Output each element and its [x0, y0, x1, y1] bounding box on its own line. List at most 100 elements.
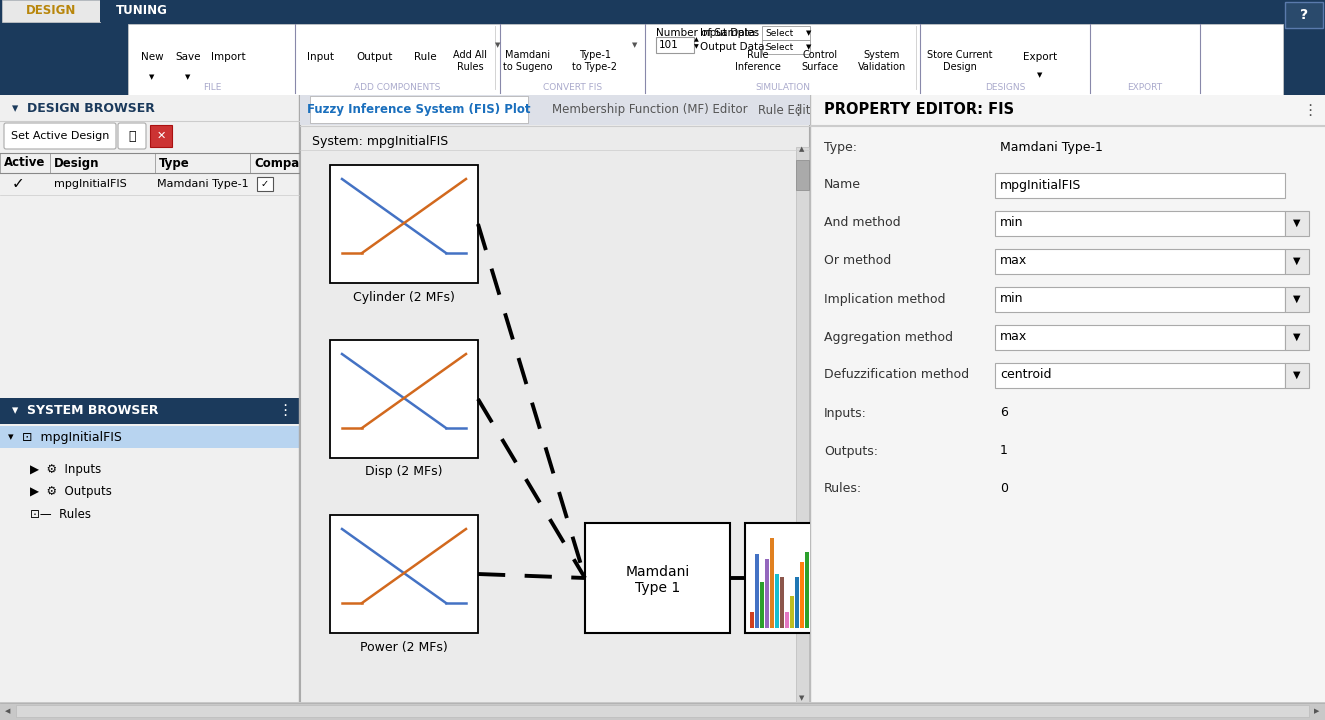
Text: System
Validation: System Validation [857, 50, 906, 72]
FancyBboxPatch shape [586, 523, 730, 633]
Text: ⋮: ⋮ [1302, 102, 1317, 117]
Text: Mamdani Type-1: Mamdani Type-1 [156, 179, 249, 189]
Text: max: max [1000, 254, 1027, 268]
Text: Mamdani Type-1: Mamdani Type-1 [1000, 140, 1102, 153]
FancyBboxPatch shape [790, 596, 794, 628]
FancyBboxPatch shape [16, 705, 1309, 717]
Text: min: min [1000, 217, 1023, 230]
FancyBboxPatch shape [3, 0, 99, 22]
Text: Input Data:: Input Data: [700, 28, 759, 38]
FancyBboxPatch shape [770, 538, 774, 628]
Text: ▼: ▼ [1293, 370, 1301, 380]
Text: Rules:: Rules: [824, 482, 863, 495]
Text: ▼: ▼ [807, 44, 812, 50]
Text: Set Active Design: Set Active Design [11, 131, 109, 141]
FancyBboxPatch shape [745, 523, 845, 633]
FancyBboxPatch shape [299, 95, 810, 125]
FancyBboxPatch shape [829, 600, 835, 628]
Text: Compare: Compare [254, 156, 313, 169]
Text: ▲: ▲ [799, 146, 804, 152]
FancyBboxPatch shape [810, 95, 1325, 125]
Text: System: mpgInitialFIS: System: mpgInitialFIS [311, 135, 448, 148]
FancyBboxPatch shape [1285, 363, 1309, 388]
FancyBboxPatch shape [4, 123, 117, 149]
Text: ✓: ✓ [12, 176, 24, 192]
Text: ▼: ▼ [1037, 72, 1043, 78]
Text: ▼: ▼ [799, 695, 804, 701]
FancyBboxPatch shape [1285, 211, 1309, 236]
Text: min: min [1000, 292, 1023, 305]
Text: Type: Type [159, 156, 189, 169]
Text: ▾: ▾ [8, 432, 13, 442]
FancyBboxPatch shape [795, 577, 799, 628]
Text: ◀: ◀ [5, 708, 11, 714]
Text: 0: 0 [1000, 482, 1008, 495]
FancyBboxPatch shape [656, 37, 694, 53]
FancyBboxPatch shape [330, 515, 478, 633]
FancyBboxPatch shape [820, 595, 824, 628]
Text: Fuzzy Inference System (FIS) Plot: Fuzzy Inference System (FIS) Plot [307, 104, 531, 117]
Text: And method: And method [824, 217, 901, 230]
Text: mpgInitialFIS: mpgInitialFIS [1000, 179, 1081, 192]
Text: SIMULATION: SIMULATION [755, 83, 810, 91]
Text: ⧉: ⧉ [129, 130, 135, 143]
FancyBboxPatch shape [784, 612, 790, 628]
FancyBboxPatch shape [796, 160, 810, 190]
FancyBboxPatch shape [299, 704, 796, 720]
Text: DESIGN: DESIGN [25, 4, 76, 17]
FancyBboxPatch shape [1285, 249, 1309, 274]
FancyBboxPatch shape [129, 24, 1283, 95]
Text: Output Data:: Output Data: [700, 42, 768, 52]
FancyBboxPatch shape [0, 702, 1325, 720]
Text: Defuzzification method: Defuzzification method [824, 369, 969, 382]
Text: Outputs:: Outputs: [824, 444, 878, 457]
Text: Input: Input [306, 52, 334, 62]
Text: ▼: ▼ [1293, 218, 1301, 228]
Text: Mamdani
to Sugeno: Mamdani to Sugeno [504, 50, 553, 72]
FancyBboxPatch shape [310, 96, 527, 123]
FancyBboxPatch shape [257, 177, 273, 191]
Text: Disp (2 MFs): Disp (2 MFs) [366, 466, 443, 479]
Text: Power (2 MFs): Power (2 MFs) [360, 641, 448, 654]
Text: ▼: ▼ [1293, 294, 1301, 304]
FancyBboxPatch shape [796, 147, 810, 702]
FancyBboxPatch shape [995, 325, 1285, 350]
FancyBboxPatch shape [835, 581, 839, 628]
Text: Select: Select [765, 42, 794, 52]
Text: ⋮: ⋮ [791, 102, 806, 117]
FancyBboxPatch shape [995, 249, 1285, 274]
Text: ⊡  mpgInitialFIS: ⊡ mpgInitialFIS [23, 431, 122, 444]
Text: ?: ? [1300, 8, 1308, 22]
FancyBboxPatch shape [810, 587, 814, 628]
FancyBboxPatch shape [995, 363, 1285, 388]
FancyBboxPatch shape [800, 562, 804, 628]
Text: ▼: ▼ [1293, 256, 1301, 266]
Text: Rule
Inference: Rule Inference [735, 50, 780, 72]
FancyBboxPatch shape [330, 340, 478, 458]
Text: Store Current
Design: Store Current Design [927, 50, 992, 72]
Text: EXPORT: EXPORT [1128, 83, 1162, 91]
Text: ▼: ▼ [150, 74, 155, 80]
FancyBboxPatch shape [762, 40, 810, 54]
FancyBboxPatch shape [761, 582, 765, 628]
FancyBboxPatch shape [330, 165, 478, 283]
Text: 6: 6 [1000, 407, 1008, 420]
FancyBboxPatch shape [1285, 2, 1322, 28]
Text: ⋮: ⋮ [277, 403, 293, 418]
Text: Rule: Rule [413, 52, 436, 62]
Text: Or method: Or method [824, 254, 892, 268]
Text: Mamdani: Mamdani [625, 565, 689, 579]
Text: Type 1: Type 1 [635, 581, 680, 595]
FancyBboxPatch shape [0, 398, 299, 424]
Text: Select: Select [765, 29, 794, 37]
Text: ▾  DESIGN BROWSER: ▾ DESIGN BROWSER [12, 102, 155, 114]
Text: Cylinder (2 MFs): Cylinder (2 MFs) [352, 290, 454, 304]
Text: Export: Export [1023, 52, 1057, 62]
FancyBboxPatch shape [0, 426, 299, 448]
FancyBboxPatch shape [995, 287, 1285, 312]
Text: ▼: ▼ [807, 30, 812, 36]
Text: Membership Function (MF) Editor: Membership Function (MF) Editor [553, 104, 747, 117]
Text: ▾  SYSTEM BROWSER: ▾ SYSTEM BROWSER [12, 405, 159, 418]
FancyBboxPatch shape [750, 612, 754, 628]
Text: 101: 101 [659, 40, 678, 50]
